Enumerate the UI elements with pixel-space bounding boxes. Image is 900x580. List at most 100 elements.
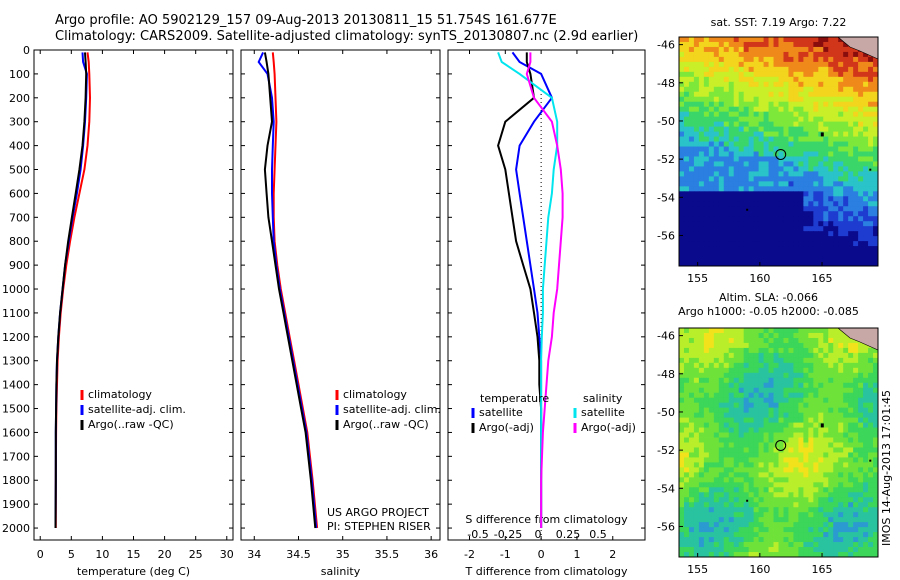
map-cell: [753, 437, 760, 443]
map-cell: [748, 462, 755, 468]
map-cell: [758, 407, 764, 414]
map-cell: [873, 196, 879, 202]
map-cell: [773, 61, 779, 68]
map-cell: [828, 96, 834, 103]
map-cell: [798, 221, 804, 227]
map-cell: [863, 507, 869, 513]
map-cell: [853, 96, 859, 103]
map-cell: [733, 342, 740, 349]
map-cell: [788, 407, 794, 414]
map-cell: [843, 46, 849, 53]
map-cell: [868, 357, 874, 364]
map-cell: [718, 337, 725, 344]
map-cell: [768, 86, 774, 93]
map-cell: [848, 51, 854, 58]
map-cell: [738, 161, 745, 167]
map-cell: [858, 352, 864, 359]
map-cell: [863, 422, 869, 428]
map-cell: [833, 226, 839, 232]
map-cell: [713, 367, 720, 374]
map-cell: [753, 111, 760, 118]
map-cell: [783, 337, 789, 344]
map-cell: [738, 367, 745, 374]
map-cell: [748, 387, 755, 394]
map-cell: [793, 457, 799, 463]
map-cell: [858, 116, 864, 123]
map-cell: [708, 407, 715, 414]
map-cell: [783, 417, 789, 423]
map-cell: [798, 457, 804, 463]
map-cell: [743, 146, 750, 152]
map-cell: [863, 372, 869, 379]
map-cell: [863, 246, 869, 252]
map-cell: [748, 76, 755, 83]
map-cell: [828, 332, 834, 339]
map-cell: [868, 246, 874, 252]
map-cell: [818, 191, 824, 197]
map-cell: [723, 126, 730, 132]
map-cell: [733, 186, 740, 192]
x-axis-label: salinity: [321, 565, 361, 578]
map-cell: [868, 532, 874, 538]
map-cell: [808, 231, 814, 237]
map-cell: [703, 507, 710, 513]
map-cell: [833, 126, 839, 132]
map-cell: [733, 61, 740, 68]
map-cell: [703, 527, 710, 533]
map-cell: [763, 387, 769, 394]
map-cell: [708, 552, 715, 558]
map-cell: [753, 211, 760, 217]
map-cell: [808, 71, 814, 78]
map-cell: [713, 116, 720, 123]
map-cell: [783, 81, 789, 88]
map-cell: [848, 407, 854, 414]
map-cell: [823, 106, 829, 113]
map-cell: [718, 171, 725, 177]
map-cell: [783, 437, 789, 443]
map-cell: [833, 502, 839, 508]
map-cell: [813, 422, 819, 428]
map-cell: [863, 442, 869, 448]
map-cell: [703, 377, 710, 384]
map-cell: [738, 437, 745, 443]
map-cell: [873, 56, 879, 63]
map-cell: [798, 552, 804, 558]
map-cell: [818, 61, 824, 68]
map-cell: [803, 166, 809, 172]
map-cell: [838, 151, 844, 157]
map-cell: [768, 362, 774, 369]
map-cell: [828, 161, 834, 167]
map-cell: [873, 352, 879, 359]
map-cell: [693, 136, 700, 142]
map-cell: [783, 392, 789, 399]
map-cell: [798, 527, 804, 533]
map-cell: [713, 126, 720, 132]
map-cell: [793, 387, 799, 394]
map-cell: [679, 37, 685, 43]
map-cell: [798, 417, 804, 423]
map-cell: [818, 196, 824, 202]
map-cell: [753, 126, 760, 132]
map-cell: [763, 216, 769, 222]
map-cell: [708, 151, 715, 157]
map-cell: [738, 527, 745, 533]
map-cell: [808, 181, 814, 187]
map-cell: [708, 492, 715, 498]
map-cell: [848, 437, 854, 443]
map-cell: [778, 537, 784, 543]
map-cell: [843, 81, 849, 88]
map-cell: [793, 231, 799, 237]
map-cell: [738, 241, 745, 247]
map-cell: [688, 367, 695, 374]
map-cell: [838, 191, 844, 197]
map-cell: [828, 457, 834, 463]
map-cell: [718, 206, 725, 212]
map-cell: [698, 332, 705, 339]
map-cell: [713, 382, 720, 389]
map-cell: [873, 527, 879, 533]
map-cell: [868, 81, 874, 88]
map-cell: [713, 387, 720, 394]
map-cell: [698, 86, 705, 93]
map-cell: [793, 146, 799, 152]
map-cell: [698, 131, 705, 137]
